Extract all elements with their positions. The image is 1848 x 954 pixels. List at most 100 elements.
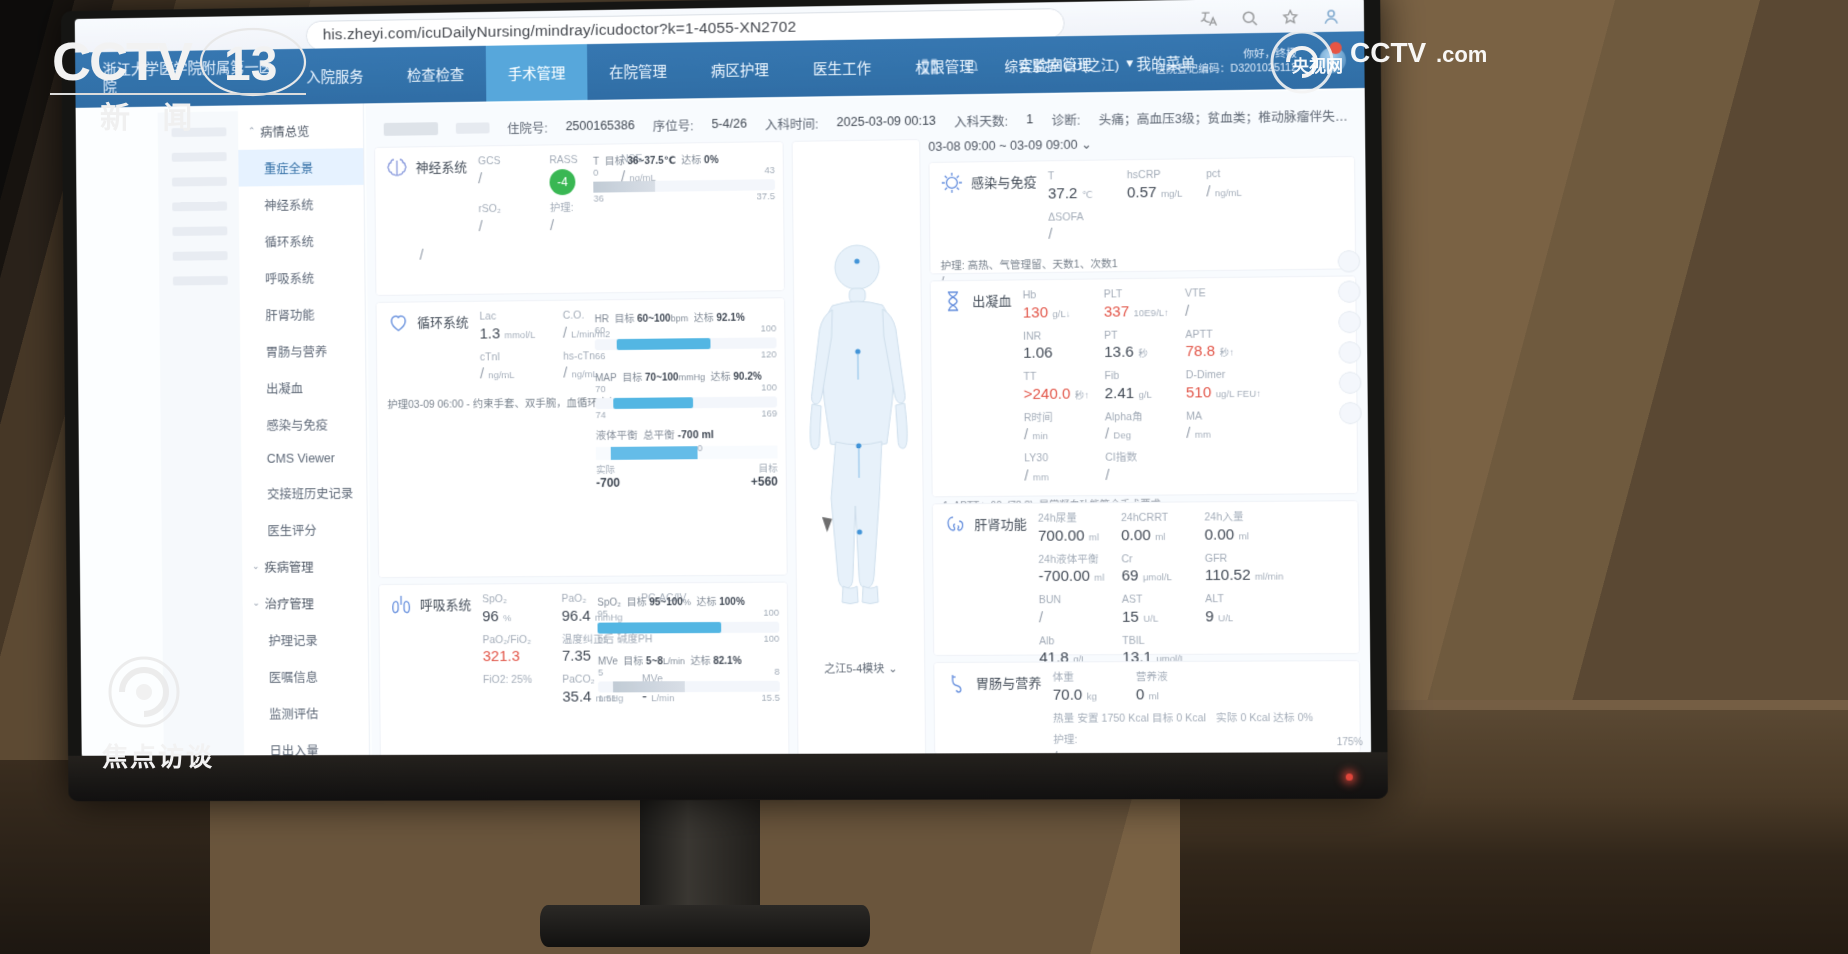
sidebar-group[interactable]: ⌄ 疾病管理 — [242, 547, 367, 585]
grid-apps-icon[interactable] — [920, 56, 940, 76]
channel-number: 13 — [224, 38, 277, 91]
sidebar-item-医生评分[interactable]: 医生评分 — [267, 523, 317, 539]
metric: pct / ng/mL — [1206, 166, 1276, 202]
metric-label: Cr — [1121, 552, 1133, 565]
gauge-range-ends: 74 169 — [595, 408, 778, 422]
metric-value: 13.6 秒 — [1104, 343, 1148, 362]
metric-value: 15 U/L — [1121, 608, 1159, 626]
metric-value: 37.2 ℃ — [1047, 184, 1093, 203]
metric: 热量 安置 1750 Kcal 目标 0 Kcal — [1053, 711, 1206, 727]
rail-history-icon[interactable] — [1337, 280, 1361, 303]
marker-abdomen — [856, 443, 862, 449]
desk-edge — [1180, 700, 1848, 710]
rail-next-icon[interactable] — [1338, 310, 1361, 334]
cctv-watermark: 央视网 CCTV .com — [1270, 30, 1487, 94]
metric: 营养液 0 ml — [1136, 670, 1210, 705]
sidebar-item-出凝血[interactable]: 出凝血 — [266, 382, 304, 397]
profile-icon[interactable] — [1321, 6, 1342, 27]
metric-label: ΔSOFA — [1048, 210, 1084, 224]
metric-label: PaO₂/FiO₂ — [482, 633, 532, 646]
date-range-label: 03-08 09:00 ~ 03-09 09:00 — [928, 137, 1078, 154]
sidebar-item-肝肾功能[interactable]: 肝肾功能 — [265, 308, 315, 324]
metric-value: / — [478, 170, 483, 188]
rail-refresh-icon[interactable] — [1337, 250, 1361, 273]
metric-label: cTnI — [479, 350, 501, 363]
vital-gauge: MVe 目标 5~8L/min 达标 82.1% 5 8 1.51 15.5 — [598, 652, 780, 705]
rail-note-icon[interactable] — [1338, 341, 1362, 364]
metric-value: / — [1038, 608, 1044, 627]
card-liver-kidney: 肝肾功能 24h尿量 700.00 ml 24hCRRT 0.00 ml 24h入量 0.… — [931, 500, 1360, 667]
circ-gauges: HR 目标 60~100bpm 达标 92.1% 60 100 66 120 MAP 目标… — [594, 308, 778, 490]
translate-icon[interactable] — [1198, 8, 1219, 29]
nav-tab[interactable]: 手术管理 — [485, 44, 588, 102]
chevron-down-icon: ⌄ — [888, 662, 898, 675]
search-icon[interactable] — [1239, 8, 1260, 29]
rail-more-icon[interactable] — [1339, 401, 1362, 425]
metric-label: FiO2: 25% — [482, 673, 533, 686]
metric-label: VTE — [1184, 287, 1206, 300]
sidebar-item-循环系统[interactable]: 循环系统 — [264, 235, 314, 250]
card-gi-nutrition: 胃肠与营养 体重 70.0 kg 营养液 0 ml 热量 安置 1750 Kcal 目标… — [933, 660, 1361, 758]
days-value: 1 — [1026, 112, 1034, 127]
metric-value: / mm — [1024, 467, 1049, 485]
metric-label: 营养液 — [1135, 671, 1168, 684]
bed-no: 5-4/26 — [711, 116, 748, 132]
sidebar-item-呼吸系统[interactable]: 呼吸系统 — [265, 271, 315, 287]
gauge-fill — [597, 621, 721, 634]
nav-tab[interactable]: 在院管理 — [609, 64, 668, 82]
bookmark-star-icon[interactable] — [1280, 7, 1301, 28]
neuro-vital-gauge: T 目标 36~37.5℃ 达标 0% 0 43 36 37.5 — [593, 150, 775, 211]
right-column: 03-08 09:00 ~ 03-09 09:00 ⌄ 感染与免疫 T 37.2 … — [928, 133, 1361, 758]
dashboard-columns: 神经系统 GCS / RASS -4 NSE / ng/mL rSO₂ / 护理: / / T 目… — [374, 133, 1361, 758]
vital-gauge: MAP 目标 70~100mmHg 达标 90.2% 70 100 74 169 — [595, 367, 778, 422]
nav-tab[interactable]: 病区护理 — [710, 62, 769, 80]
patient-meta-redacted — [455, 121, 490, 134]
gauge-range-ends: 95 100 — [597, 633, 780, 646]
sidebar-item-胃肠与营养[interactable]: 胃肠与营养 — [265, 345, 328, 360]
admit-time-label: 入科时间: — [764, 116, 819, 132]
metric-label: Lac — [479, 310, 497, 323]
metric-label: CI指数 — [1105, 451, 1138, 464]
sidebar-item-CMS-Viewer[interactable]: CMS Viewer — [266, 451, 335, 466]
nav-tab[interactable]: 检查检查 — [406, 67, 465, 85]
metric-value: / — [1105, 466, 1110, 484]
metric: Fib 2.41 g/L — [1104, 368, 1175, 403]
sidebar-item-神经系统[interactable]: 神经系统 — [264, 198, 314, 214]
metric-value: / — [1185, 302, 1190, 320]
metric-label: 护理: — [1053, 734, 1078, 747]
body-diagram-panel: 之江5-4模块 ⌄ 日标管理交接班 — [791, 139, 927, 758]
card-title: 循环系统 — [417, 314, 469, 331]
resp-gauges: SpO₂ 目标 95~100% 达标 100% 95 100 95 100 MVe 目标 … — [597, 593, 780, 712]
sidebar-item-重症全景[interactable]: 重症全景 — [238, 148, 364, 187]
gauge-header: MAP 目标 70~100mmHg 达标 90.2% — [595, 371, 762, 385]
metric: Hb 130 g/L↓ — [1023, 288, 1094, 324]
gauge-header: SpO₂ 目标 95~100% 达标 100% — [597, 596, 745, 609]
metric: PaO₂/FiO₂ 321.3 — [482, 632, 552, 667]
rail-edit-icon[interactable] — [1338, 371, 1362, 395]
sidebar-item-感染与免疫[interactable]: 感染与免疫 — [266, 418, 329, 434]
department-selector[interactable]: 综合监护ICU(之江) ▾ — [1004, 53, 1133, 75]
monitor-stand-neck — [640, 800, 760, 912]
sidebar-item-交接班历史记录[interactable]: 交接班历史记录 — [267, 486, 354, 502]
left-column: 神经系统 GCS / RASS -4 NSE / ng/mL rSO₂ / 护理: / / T 目… — [374, 141, 790, 758]
body-module-selector[interactable]: 之江5-4模块 ⌄ — [824, 660, 898, 676]
metric-label: pct — [1206, 167, 1221, 181]
kidney-icon — [943, 512, 967, 536]
sidebar-group[interactable]: ⌄ 治疗管理 — [242, 584, 367, 621]
fluid-balance: 液体平衡 总平衡 -700 ml 0 实际 -700 目标 +560 — [596, 426, 778, 490]
metric-label: ALT — [1205, 593, 1225, 606]
fluid-balance-bar: 0 — [595, 443, 778, 461]
metric-label: LY30 — [1024, 452, 1049, 465]
nav-tab[interactable]: 医生工作 — [812, 60, 872, 78]
metric-value: 96 % — [482, 607, 512, 625]
metric: APTT 78.8 秒↑ — [1185, 327, 1257, 363]
metric-label: 体重 — [1052, 671, 1074, 684]
metric-value: / — [1048, 225, 1053, 244]
sidebar-group-label: 疾病管理 — [264, 560, 314, 575]
computer-monitor: his.zheyi.com/icuDailyNursing/mindray/ic… — [61, 0, 1388, 802]
human-body-figure[interactable] — [793, 232, 924, 654]
metric: TT >240.0 秒↑ — [1023, 369, 1094, 404]
metric-value: 70.0 kg — [1052, 686, 1097, 704]
bell-icon[interactable] — [962, 56, 982, 76]
virus-icon — [940, 171, 964, 195]
